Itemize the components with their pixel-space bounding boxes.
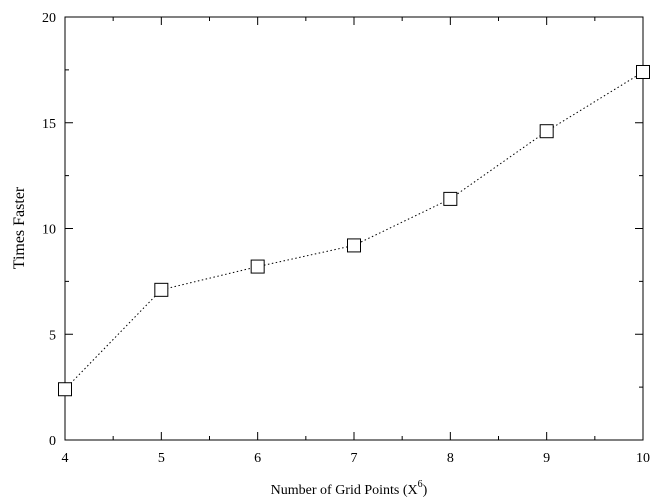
x-tick-label: 9 [543,451,550,466]
y-tick-label: 15 [42,117,56,132]
x-axis-title: Number of Grid Points (X6) [271,479,428,497]
x-axis-title-exponent: 6 [418,479,423,490]
x-tick-label: 6 [254,451,261,466]
x-tick-label: 8 [447,451,454,466]
data-point-marker [443,191,458,206]
x-tick-label: 4 [62,451,69,466]
y-tick-label: 5 [49,328,56,343]
x-axis-title-suffix: ) [423,483,428,497]
data-point-marker [58,382,72,397]
x-tick-label: 7 [351,451,358,466]
series-line [64,71,644,390]
plot-frame [64,16,644,441]
y-tick-label: 20 [42,11,56,26]
data-point-marker [539,124,554,139]
data-point-marker [347,238,361,253]
data-point-marker [154,282,169,297]
x-axis-title-text: Number of Grid Points (X [271,483,418,497]
x-tick-label: 10 [636,451,650,466]
data-point-marker [250,259,265,274]
y-axis-ticks: 0 5 10 15 20 [42,11,643,449]
x-axis-ticks: 4 5 6 7 8 9 10 [62,17,650,466]
plot-border [64,16,644,441]
series-times-faster [58,64,650,397]
y-tick-label: 0 [49,434,56,449]
y-tick-label: 10 [42,223,56,238]
data-point-marker [636,64,650,79]
x-tick-label: 5 [158,451,165,466]
y-axis-title: Times Faster [11,186,28,269]
